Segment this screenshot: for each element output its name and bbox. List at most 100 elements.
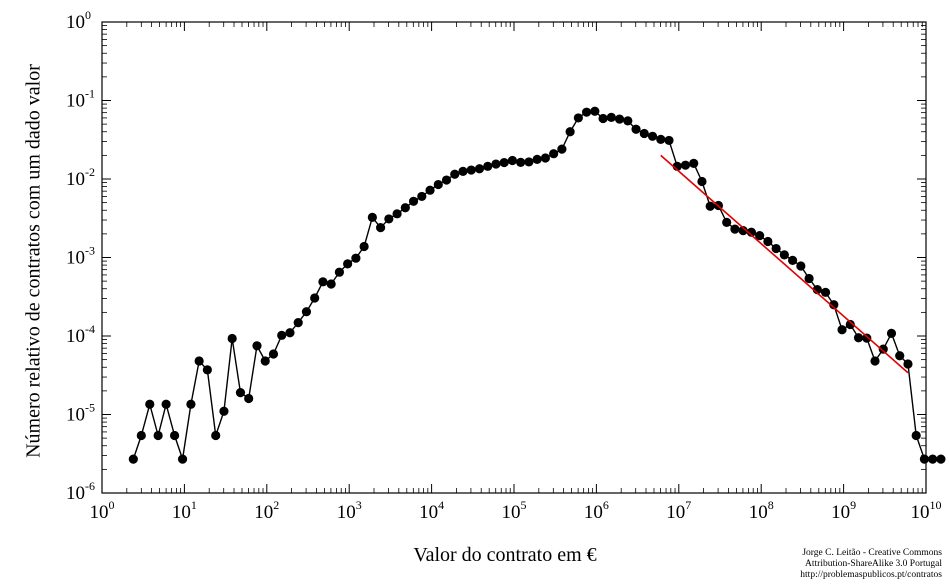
data-point bbox=[219, 406, 229, 416]
data-point bbox=[886, 328, 897, 338]
data-point bbox=[145, 399, 155, 409]
data-point bbox=[730, 224, 740, 234]
data-point bbox=[260, 356, 270, 366]
data-point bbox=[194, 356, 204, 366]
data-point bbox=[516, 157, 526, 167]
data-point bbox=[376, 223, 386, 233]
credit-license: Attribution-ShareAlike 3.0 Portugal bbox=[805, 559, 942, 569]
data-point bbox=[697, 176, 707, 187]
data-point bbox=[392, 209, 402, 219]
data-point bbox=[936, 454, 946, 464]
x-tick-label: 109 bbox=[831, 498, 856, 523]
x-tick-label: 101 bbox=[172, 498, 197, 523]
data-point bbox=[211, 430, 221, 441]
data-point bbox=[911, 430, 921, 441]
data-point bbox=[540, 153, 551, 163]
y-axis-label: Número relativo de contratos com um dado… bbox=[22, 64, 45, 458]
data-point bbox=[400, 203, 410, 213]
data-point bbox=[598, 113, 608, 124]
data-point bbox=[318, 277, 328, 287]
data-point bbox=[128, 454, 138, 464]
data-point bbox=[450, 169, 460, 179]
data-point bbox=[186, 399, 196, 409]
data-point bbox=[779, 250, 789, 260]
credit-author: Jorge C. Leitão - Creative Commons bbox=[802, 548, 942, 558]
data-point bbox=[919, 454, 930, 464]
data-point bbox=[507, 155, 518, 166]
data-point bbox=[367, 212, 377, 222]
data-point bbox=[136, 430, 146, 441]
data-point bbox=[705, 201, 715, 211]
data-point bbox=[177, 454, 188, 464]
data-point bbox=[845, 319, 855, 330]
data-point bbox=[285, 328, 295, 338]
data-point bbox=[928, 454, 938, 464]
data-point bbox=[820, 287, 831, 297]
data-point bbox=[359, 241, 369, 252]
data-point bbox=[235, 388, 246, 398]
x-tick-label: 103 bbox=[337, 498, 362, 523]
data-point bbox=[343, 259, 353, 269]
x-tick-label: 100 bbox=[90, 498, 115, 523]
x-tick-label: 105 bbox=[502, 498, 527, 523]
data-point bbox=[169, 430, 180, 441]
data-point bbox=[573, 113, 583, 123]
data-point bbox=[614, 114, 625, 124]
x-tick-label: 107 bbox=[666, 498, 691, 523]
data-point bbox=[796, 261, 806, 271]
data-point bbox=[310, 293, 320, 303]
data-point bbox=[639, 128, 649, 139]
data-point bbox=[829, 300, 839, 310]
data-point bbox=[870, 356, 880, 366]
data-point bbox=[623, 116, 633, 126]
data-point bbox=[161, 399, 171, 409]
data-point bbox=[606, 112, 616, 122]
data-point bbox=[425, 185, 435, 195]
data-point bbox=[408, 196, 419, 206]
data-point bbox=[788, 255, 798, 265]
y-tick-label: 10-1 bbox=[66, 87, 95, 112]
y-tick-label: 10-5 bbox=[66, 401, 95, 426]
data-point bbox=[895, 351, 905, 361]
data-point bbox=[664, 135, 674, 146]
data-point bbox=[153, 430, 163, 441]
data-point bbox=[582, 107, 592, 117]
y-tick-label: 10-2 bbox=[66, 165, 95, 190]
credit-url: http://problemaspublicos.pt/contratos bbox=[800, 570, 942, 580]
data-point bbox=[417, 191, 427, 202]
data-point bbox=[763, 236, 773, 247]
data-point bbox=[202, 365, 212, 375]
data-point bbox=[433, 179, 443, 190]
y-tick-label: 100 bbox=[66, 8, 91, 33]
y-tick-label: 10-6 bbox=[66, 479, 95, 504]
data-point bbox=[837, 325, 847, 335]
plot-frame bbox=[101, 21, 927, 494]
data-point bbox=[441, 175, 452, 185]
data-point bbox=[268, 349, 279, 359]
data-point bbox=[689, 158, 699, 169]
data-point bbox=[862, 333, 872, 343]
data-point bbox=[549, 149, 559, 159]
data-point bbox=[334, 267, 345, 277]
credit-notice: Jorge C. Leitão - Creative Commons Attri… bbox=[800, 548, 942, 581]
data-point bbox=[474, 164, 485, 174]
data-point bbox=[293, 318, 303, 328]
data-point bbox=[326, 279, 336, 289]
data-point bbox=[647, 131, 658, 141]
data-point bbox=[656, 134, 666, 144]
data-point bbox=[853, 333, 864, 343]
x-tick-label: 102 bbox=[254, 498, 279, 523]
data-point bbox=[557, 144, 567, 154]
data-point bbox=[532, 154, 542, 164]
data-point bbox=[524, 157, 534, 167]
data-point bbox=[301, 307, 312, 317]
y-tick-label: 10-3 bbox=[66, 244, 95, 269]
data-point bbox=[483, 161, 493, 171]
x-tick-label: 108 bbox=[749, 498, 774, 523]
data-point bbox=[458, 166, 468, 176]
data-point bbox=[878, 344, 888, 354]
data-point bbox=[722, 217, 732, 227]
data-point bbox=[491, 159, 501, 169]
data-point bbox=[746, 227, 757, 237]
